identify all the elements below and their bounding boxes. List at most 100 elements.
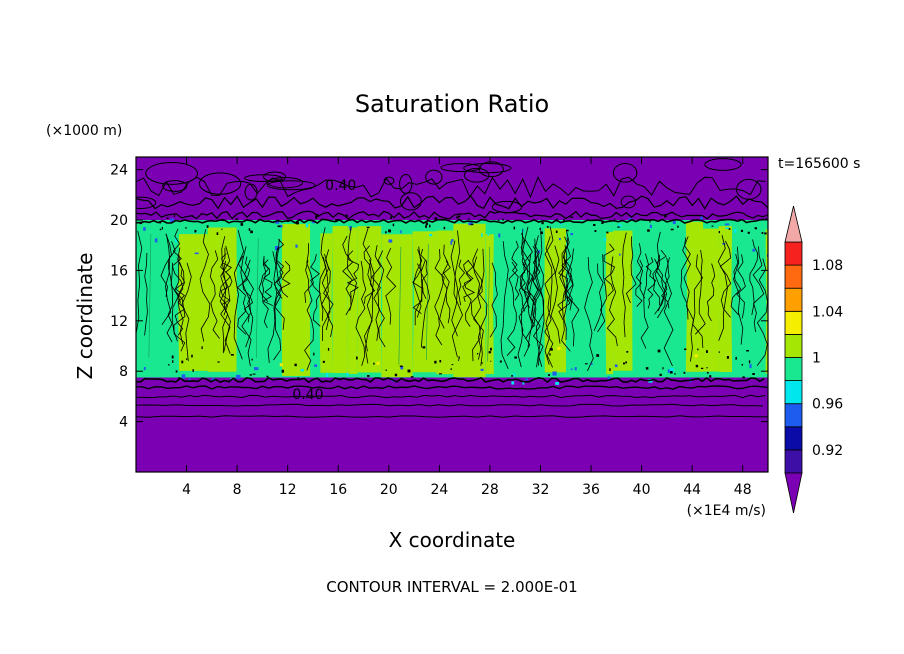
x-tick-label: 40 xyxy=(633,482,651,498)
fleck xyxy=(672,220,676,225)
contour-speck xyxy=(230,353,234,356)
fleck xyxy=(511,381,515,385)
contour-speck xyxy=(434,360,437,364)
contour-line xyxy=(355,260,367,366)
cloud-streak xyxy=(535,223,547,372)
contour-speck xyxy=(216,232,219,236)
fleck xyxy=(649,224,652,229)
contour-speck xyxy=(614,218,616,220)
contour-line xyxy=(219,236,229,354)
fleck xyxy=(400,230,402,234)
contour-line xyxy=(174,262,186,336)
contour-speck xyxy=(476,352,479,355)
contour-speck xyxy=(277,225,281,228)
fleck xyxy=(628,218,633,221)
contour-speck xyxy=(594,230,597,232)
contour-line xyxy=(719,240,732,318)
contour-line xyxy=(160,233,172,297)
contour-blob xyxy=(198,172,242,195)
contour-line xyxy=(262,259,274,307)
contour-speck xyxy=(584,363,588,365)
contour-line xyxy=(244,259,254,348)
cloud-streak xyxy=(663,222,686,374)
contour-speck xyxy=(139,221,143,225)
contour-speck xyxy=(191,215,194,217)
contour-line xyxy=(220,245,231,352)
contour-line xyxy=(597,254,607,333)
contour-line xyxy=(606,256,618,347)
x-axis-label: X coordinate xyxy=(389,528,516,552)
contour-speck xyxy=(297,377,300,380)
cloud-streak xyxy=(381,234,413,378)
contour-blob xyxy=(463,167,490,183)
contour-line xyxy=(477,248,488,360)
contour-speck xyxy=(468,217,470,220)
contour-speck xyxy=(425,222,429,226)
contour-speck xyxy=(185,227,187,229)
fleck xyxy=(279,363,283,367)
contour-speck xyxy=(173,214,176,217)
cloud-streak xyxy=(765,229,768,374)
contour-line xyxy=(377,250,386,348)
fleck xyxy=(236,374,241,379)
contour-speck xyxy=(659,373,662,377)
contour-speck xyxy=(322,360,325,363)
y-units-label: (×1000 m) xyxy=(46,123,122,139)
contour-speck xyxy=(748,360,751,364)
contour-speck xyxy=(711,225,714,227)
contour-speck xyxy=(385,231,387,234)
fleck xyxy=(525,378,529,381)
contour-line xyxy=(463,259,476,302)
contour-speck xyxy=(250,230,253,234)
contour-line xyxy=(661,257,670,309)
fleck xyxy=(388,239,393,243)
colorbar-band xyxy=(784,357,803,382)
cloud-streak xyxy=(485,234,494,374)
contour-speck xyxy=(606,231,609,234)
colorbar-band xyxy=(784,287,803,312)
contour-speck xyxy=(313,220,316,222)
contour-speck xyxy=(683,371,686,374)
contour-speck xyxy=(316,213,319,217)
contour-speck xyxy=(609,368,611,371)
fleck xyxy=(143,366,146,371)
x-units-label: (×1E4 m/s) xyxy=(687,503,766,519)
contour-line xyxy=(622,232,627,338)
contour-line xyxy=(593,263,604,332)
fleck xyxy=(279,225,283,228)
contour-line xyxy=(736,254,746,319)
contour-speck xyxy=(765,218,768,220)
contour-speck xyxy=(645,367,649,370)
fleck xyxy=(175,238,177,243)
contour-line xyxy=(218,247,231,316)
contour-line xyxy=(544,226,554,365)
contour-speck xyxy=(345,214,348,217)
contour-speck xyxy=(539,228,541,230)
fleck xyxy=(188,378,191,382)
contour-speck xyxy=(709,375,712,378)
y-tick-label: 4 xyxy=(119,415,128,431)
contour-speck xyxy=(596,354,600,357)
contour-speck xyxy=(570,216,574,219)
contour-speck xyxy=(764,232,767,235)
cloud-streak xyxy=(578,225,607,378)
contour-line xyxy=(506,261,518,356)
contour-line xyxy=(652,258,661,306)
contour-speck xyxy=(626,350,629,353)
contour-speck xyxy=(684,348,687,351)
contour-line xyxy=(136,403,763,407)
contour-line xyxy=(318,257,326,321)
contour-speck xyxy=(315,215,318,219)
colorbar-band xyxy=(784,264,803,289)
fleck xyxy=(254,367,259,371)
colorbar-label: 1.08 xyxy=(812,258,843,274)
contour-line xyxy=(233,229,245,360)
contour-line xyxy=(136,415,768,418)
contour-speck xyxy=(746,349,749,352)
contour-line xyxy=(439,244,450,329)
fleck xyxy=(498,233,501,238)
contour-label: 0.40 xyxy=(325,178,356,194)
contour-line xyxy=(656,249,668,319)
streak-edge xyxy=(426,243,429,360)
contour-blob xyxy=(491,200,523,214)
